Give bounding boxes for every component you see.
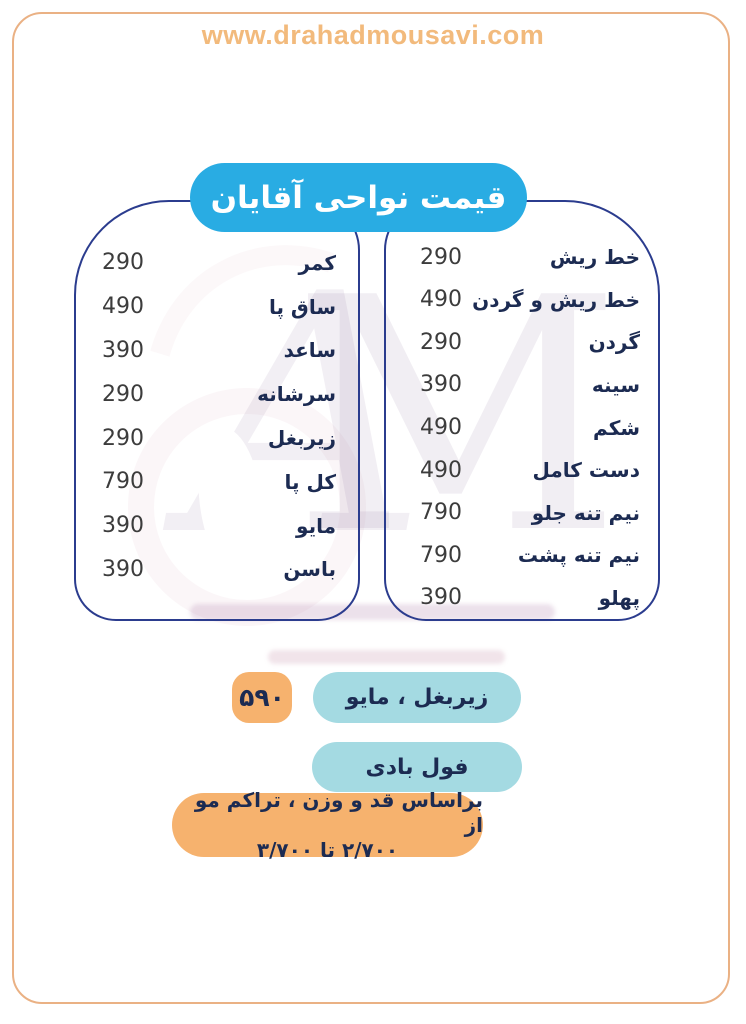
area-label: ساق پا <box>268 294 336 319</box>
price-value: 290 <box>102 250 144 276</box>
pricing-note-line2: ۲/۷۰۰ تا ۳/۷۰۰ <box>256 837 399 862</box>
area-label: دست کامل <box>532 458 640 483</box>
pricing-note-line1: براساس قد و وزن ، تراکم مو از <box>194 787 483 837</box>
watermark-faded-text-row <box>268 650 505 664</box>
combo-price-badge: ۵۹۰ <box>232 672 292 723</box>
full-body-pill: فول بادی <box>312 742 522 792</box>
combo-label-pill: زیربغل ، مایو <box>313 672 521 723</box>
area-label: خط ریش و گردن <box>472 287 640 312</box>
price-row: 790 نیم تنه جلو <box>420 491 640 534</box>
area-label: کل پا <box>284 469 336 494</box>
price-value: 390 <box>420 585 462 611</box>
price-value: 490 <box>420 287 462 313</box>
price-value: 490 <box>420 415 462 441</box>
price-row: 290 زیربغل <box>102 416 336 460</box>
page-title: قیمت نواحی آقایان <box>190 163 527 232</box>
price-row: 490 خط ریش و گردن <box>420 279 640 322</box>
price-row: 790 کل پا <box>102 460 336 504</box>
price-row: 490 دست کامل <box>420 449 640 492</box>
price-value: 390 <box>420 372 462 398</box>
price-value: 390 <box>102 337 144 363</box>
area-label: پهلو <box>598 585 640 610</box>
area-label: کمر <box>298 250 336 275</box>
price-box-left: 290 کمر 490 ساق پا 390 ساعد 290 سرشانه 2… <box>74 200 360 621</box>
price-row: 290 سرشانه <box>102 372 336 416</box>
area-label: زیربغل <box>267 426 336 451</box>
area-label: سینه <box>591 372 640 397</box>
area-label: گردن <box>588 330 640 355</box>
price-row: 390 باسن <box>102 548 336 592</box>
pricing-note-pill: براساس قد و وزن ، تراکم مو از ۲/۷۰۰ تا ۳… <box>172 788 483 862</box>
price-value: 390 <box>102 513 144 539</box>
website-url: www.drahadmousavi.com <box>201 20 545 50</box>
price-value: 290 <box>102 381 144 407</box>
price-value: 490 <box>420 457 462 483</box>
area-label: ساعد <box>283 338 336 363</box>
price-row: 290 کمر <box>102 241 336 285</box>
price-row: 390 مایو <box>102 504 336 548</box>
price-value: 390 <box>102 556 144 582</box>
price-value: 490 <box>102 294 144 320</box>
area-label: سرشانه <box>257 382 336 407</box>
price-box-right: 290 خط ریش 490 خط ریش و گردن 290 گردن 39… <box>384 200 660 621</box>
price-row: 390 سینه <box>420 364 640 407</box>
price-value: 790 <box>420 542 462 568</box>
price-value: 290 <box>102 425 144 451</box>
area-label: شکم <box>593 415 640 440</box>
price-row: 390 پهلو <box>420 577 640 620</box>
price-row: 490 شکم <box>420 406 640 449</box>
price-row: 290 گردن <box>420 321 640 364</box>
price-value: 290 <box>420 244 462 270</box>
price-value: 290 <box>420 329 462 355</box>
price-row: 290 خط ریش <box>420 236 640 279</box>
price-row: 790 نیم تنه پشت <box>420 534 640 577</box>
price-value: 790 <box>102 469 144 495</box>
price-value: 790 <box>420 500 462 526</box>
area-label: نیم تنه پشت <box>517 543 640 568</box>
area-label: خط ریش <box>549 245 640 270</box>
price-row: 390 ساعد <box>102 329 336 373</box>
price-row: 490 ساق پا <box>102 285 336 329</box>
area-label: مایو <box>296 513 336 538</box>
area-label: نیم تنه جلو <box>531 500 640 525</box>
area-label: باسن <box>283 557 336 582</box>
